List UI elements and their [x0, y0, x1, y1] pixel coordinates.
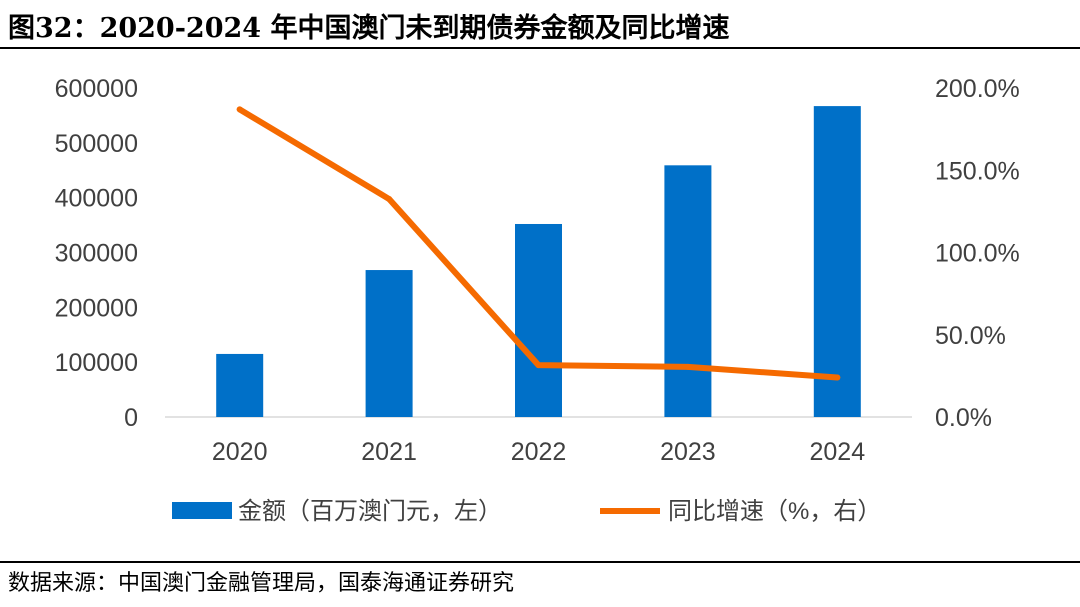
bar-2023: [664, 165, 712, 417]
source-rule: [0, 561, 1080, 563]
growth-point-2021: [386, 196, 393, 203]
legend-swatch-amount: [172, 502, 232, 519]
bar-2021: [365, 270, 413, 417]
chart-canvas: 0 100000 200000 300000 400000 500000 600000 0.…: [55, 75, 1020, 525]
legend-label-amount: 金额（百万澳门元，左）: [238, 498, 502, 525]
x-axis-tick-label: 2021: [361, 438, 417, 466]
left-axis-tick-label: 200000: [55, 294, 138, 322]
left-axis-tick-label: 600000: [55, 75, 138, 103]
x-axis-tick-label: 2023: [660, 438, 716, 466]
bar-2022: [515, 223, 562, 417]
growth-point-2024: [834, 374, 841, 381]
left-axis-tick-label: 300000: [55, 240, 138, 268]
title-rule: [0, 47, 1080, 49]
right-axis-tick-label: 200.0%: [935, 75, 1020, 103]
growth-point-2020: [236, 106, 243, 113]
right-axis-tick-label: 150.0%: [935, 157, 1020, 185]
right-axis-tick-label: 50.0%: [935, 322, 1006, 350]
x-axis-tick-label: 2020: [212, 438, 268, 466]
legend-label-growth: 同比增速（%，右）: [668, 498, 881, 525]
right-axis-tick-label: 0.0%: [935, 404, 992, 432]
left-axis-tick-label: 500000: [55, 130, 138, 158]
bar-2024: [813, 106, 861, 417]
left-axis-tick-label: 100000: [55, 349, 138, 377]
left-axis-tick-label: 0: [124, 404, 138, 432]
left-axis-tick-label: 400000: [55, 185, 138, 213]
source-note: 数据来源：中国澳门金融管理局，国泰海通证券研究: [8, 571, 515, 596]
x-axis-tick-label: 2024: [809, 438, 865, 466]
growth-point-2022: [535, 362, 542, 369]
bar-2020: [216, 353, 264, 417]
right-axis-tick-label: 100.0%: [935, 240, 1020, 268]
figure-title: 图32：2020-2024 年中国澳门未到期债券金额及同比增速: [8, 13, 730, 44]
growth-point-2023: [684, 363, 691, 370]
x-axis-tick-label: 2022: [511, 438, 567, 466]
